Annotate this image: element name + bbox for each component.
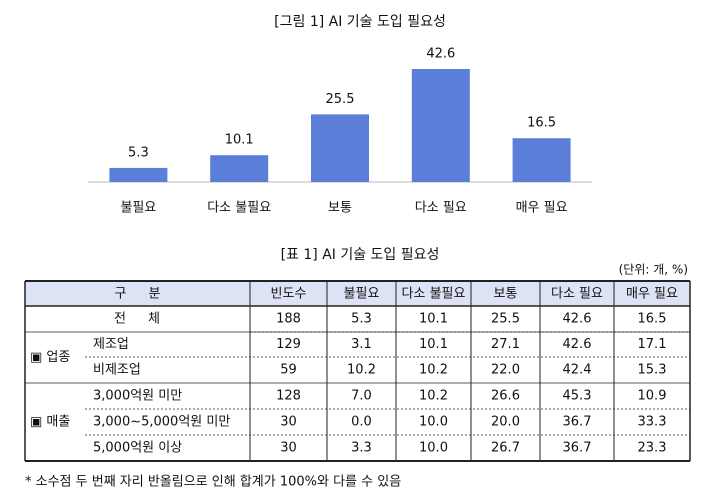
- x-tick-label: 다소 필요: [415, 201, 467, 216]
- column-header: 구 분: [114, 287, 160, 302]
- data-label: 16.5: [527, 116, 556, 131]
- cell: 26.6: [491, 389, 520, 404]
- row-label: 제조업: [93, 337, 129, 352]
- column-header: 불필요: [344, 287, 380, 302]
- column-header: 다소 불필요: [402, 287, 466, 302]
- cell: 188: [276, 312, 301, 327]
- cell: 5.3: [351, 312, 372, 327]
- cell: 10.2: [419, 389, 448, 404]
- footnote: * 소수점 두 번째 자리 반올림으로 인해 합계가 100%와 다를 수 있음: [25, 475, 401, 490]
- bar: [411, 69, 470, 182]
- cell: 36.7: [563, 441, 592, 456]
- chart-title: [그림 1] AI 기술 도입 필요성: [274, 14, 446, 30]
- data-label: 5.3: [128, 145, 149, 160]
- cell: 22.0: [491, 363, 520, 378]
- cell: 10.1: [419, 312, 448, 327]
- cell: 3.3: [351, 441, 372, 456]
- column-header: 매우 필요: [626, 287, 678, 302]
- x-tick-label: 매우 필요: [516, 201, 568, 216]
- group-label: ▣ 매출: [30, 415, 70, 430]
- cell: 17.1: [638, 337, 667, 352]
- row-label: 3,000억원 미만: [93, 389, 182, 404]
- cell: 33.3: [638, 415, 667, 430]
- cell: 3.1: [351, 337, 372, 352]
- cell: 16.5: [638, 312, 667, 327]
- bar: [210, 155, 269, 182]
- column-header: 보통: [494, 287, 518, 302]
- cell: 10.0: [419, 441, 448, 456]
- cell: 15.3: [638, 363, 667, 378]
- row-label: 3,000~5,000억원 미만: [93, 415, 230, 430]
- cell: 129: [276, 337, 301, 352]
- data-label: 42.6: [426, 47, 455, 62]
- cell: 27.1: [491, 337, 520, 352]
- cell: 30: [280, 441, 297, 456]
- cell: 42.4: [563, 363, 592, 378]
- cell: 36.7: [563, 415, 592, 430]
- cell: 128: [276, 389, 301, 404]
- cell: 42.6: [563, 337, 592, 352]
- cell: 20.0: [491, 415, 520, 430]
- column-header: 빈도수: [271, 287, 307, 302]
- x-tick-label: 보통: [328, 201, 352, 216]
- cell: 10.2: [347, 363, 376, 378]
- cell: 7.0: [351, 389, 372, 404]
- bar: [109, 167, 168, 182]
- cell: 25.5: [491, 312, 520, 327]
- bar: [512, 138, 571, 182]
- cell: 10.9: [638, 389, 667, 404]
- header-bg: [25, 281, 690, 306]
- cell: 45.3: [563, 389, 592, 404]
- cell: 23.3: [638, 441, 667, 456]
- cell: 10.0: [419, 415, 448, 430]
- cell: 59: [280, 363, 297, 378]
- x-tick-label: 다소 불필요: [207, 201, 271, 216]
- group-label: ▣ 업종: [30, 350, 70, 365]
- bar: [311, 114, 369, 182]
- data-label: 10.1: [225, 133, 254, 148]
- cell: 0.0: [351, 415, 372, 430]
- column-header: 다소 필요: [551, 287, 603, 302]
- table-title: [표 1] AI 기술 도입 필요성: [281, 247, 440, 263]
- cell: 10.2: [419, 363, 448, 378]
- data-label: 25.5: [326, 92, 355, 107]
- cell: 10.1: [419, 337, 448, 352]
- cell: 26.7: [491, 441, 520, 456]
- x-tick-label: 불필요: [120, 201, 156, 216]
- row-label: 5,000억원 이상: [93, 441, 182, 456]
- cell: 42.6: [563, 312, 592, 327]
- unit: (단위: 개, %): [619, 263, 688, 277]
- cell: 30: [280, 415, 297, 430]
- row-label: 비제조업: [93, 363, 141, 378]
- row-label: 전 체: [114, 312, 160, 327]
